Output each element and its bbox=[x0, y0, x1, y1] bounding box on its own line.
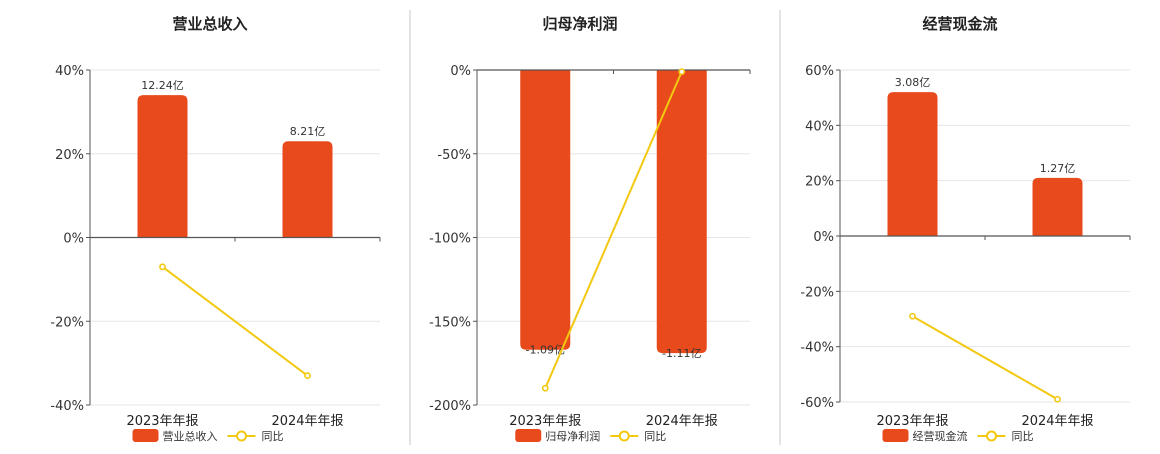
legend-line-marker bbox=[236, 430, 247, 442]
chart-panel-1: 营业总收入 40% 20% 0% -20% -40% 12.24亿 8.21亿 2023年年报 2… bbox=[50, 15, 381, 443]
y-tick-label: 60% bbox=[805, 64, 834, 79]
bar-data-label: -1.09亿 bbox=[526, 344, 565, 357]
y-tick-label: -20% bbox=[800, 285, 834, 300]
yoy-point bbox=[1054, 395, 1061, 403]
chart-title: 营业总收入 bbox=[172, 15, 247, 33]
bar bbox=[520, 70, 571, 350]
bar bbox=[656, 70, 707, 354]
legend-line-marker bbox=[986, 430, 997, 442]
legend: 经营现金流 同比 bbox=[882, 429, 1034, 443]
yoy-line bbox=[912, 315, 1058, 401]
yoy-point bbox=[304, 372, 311, 380]
x-category-label: 2024年年报 bbox=[646, 414, 718, 429]
x-category-label: 2023年年报 bbox=[126, 414, 198, 429]
legend-label: 归母净利润 bbox=[545, 429, 600, 443]
bar-data-label: 1.27亿 bbox=[1040, 162, 1076, 175]
yoy-point bbox=[541, 384, 549, 392]
legend: 归母净利润 同比 bbox=[515, 429, 666, 443]
y-tick-label: -50% bbox=[437, 148, 471, 163]
yoy-line bbox=[161, 266, 309, 377]
legend-label: 营业总收入 bbox=[163, 429, 218, 443]
chart-panel-2: 归母净利润 0% -50% -100% -150% -200% -1.09亿 -1.11亿 20… bbox=[429, 15, 751, 443]
legend-line-marker bbox=[618, 430, 630, 442]
x-category-label: 2023年年报 bbox=[509, 414, 581, 429]
y-tick-label: 0% bbox=[63, 232, 84, 247]
chart-title: 归母净利润 bbox=[542, 15, 617, 33]
chart-title: 经营现金流 bbox=[922, 15, 997, 33]
y-tick-label: 0% bbox=[450, 64, 471, 79]
y-tick-label: 40% bbox=[805, 119, 834, 134]
legend-label: 同比 bbox=[262, 430, 284, 443]
y-tick-label: 20% bbox=[805, 175, 834, 190]
y-tick-label: 40% bbox=[55, 64, 84, 79]
bar-data-label: 8.21亿 bbox=[290, 125, 326, 138]
bar-data-label: 12.24亿 bbox=[141, 79, 184, 92]
legend-label: 经营现金流 bbox=[913, 429, 968, 443]
legend: 营业总收入 同比 bbox=[132, 429, 284, 443]
legend-bar-swatch bbox=[882, 429, 909, 442]
x-category-label: 2024年年报 bbox=[271, 414, 343, 429]
legend-bar-swatch bbox=[515, 429, 542, 442]
y-tick-label: -100% bbox=[429, 232, 471, 247]
x-category-label: 2024年年报 bbox=[1021, 414, 1093, 429]
legend-label: 同比 bbox=[644, 430, 666, 443]
bar bbox=[137, 95, 188, 238]
y-tick-label: -200% bbox=[429, 399, 471, 414]
y-tick-label: -40% bbox=[800, 341, 834, 356]
bar-data-label: -1.11亿 bbox=[662, 347, 701, 360]
chart-panel-3: 经营现金流 60% 40% 20% 0% -20% -40% -60% 3.08亿 1.27亿 20… bbox=[800, 15, 1131, 443]
y-tick-label: -60% bbox=[800, 396, 834, 411]
yoy-point bbox=[159, 263, 166, 271]
yoy-point bbox=[678, 68, 686, 76]
legend-label: 同比 bbox=[1012, 430, 1034, 443]
yoy-line bbox=[544, 71, 683, 389]
y-tick-label: 20% bbox=[55, 148, 84, 163]
y-tick-label: -40% bbox=[50, 399, 84, 414]
y-tick-label: 0% bbox=[813, 230, 834, 245]
bar bbox=[282, 141, 333, 238]
bar-data-label: 3.08亿 bbox=[895, 76, 931, 89]
bar bbox=[1032, 177, 1083, 236]
y-tick-label: -20% bbox=[50, 315, 84, 330]
bar bbox=[887, 92, 938, 236]
y-tick-label: -150% bbox=[429, 315, 471, 330]
legend-bar-swatch bbox=[132, 429, 159, 442]
x-category-label: 2023年年报 bbox=[876, 414, 948, 429]
yoy-point bbox=[909, 312, 916, 320]
